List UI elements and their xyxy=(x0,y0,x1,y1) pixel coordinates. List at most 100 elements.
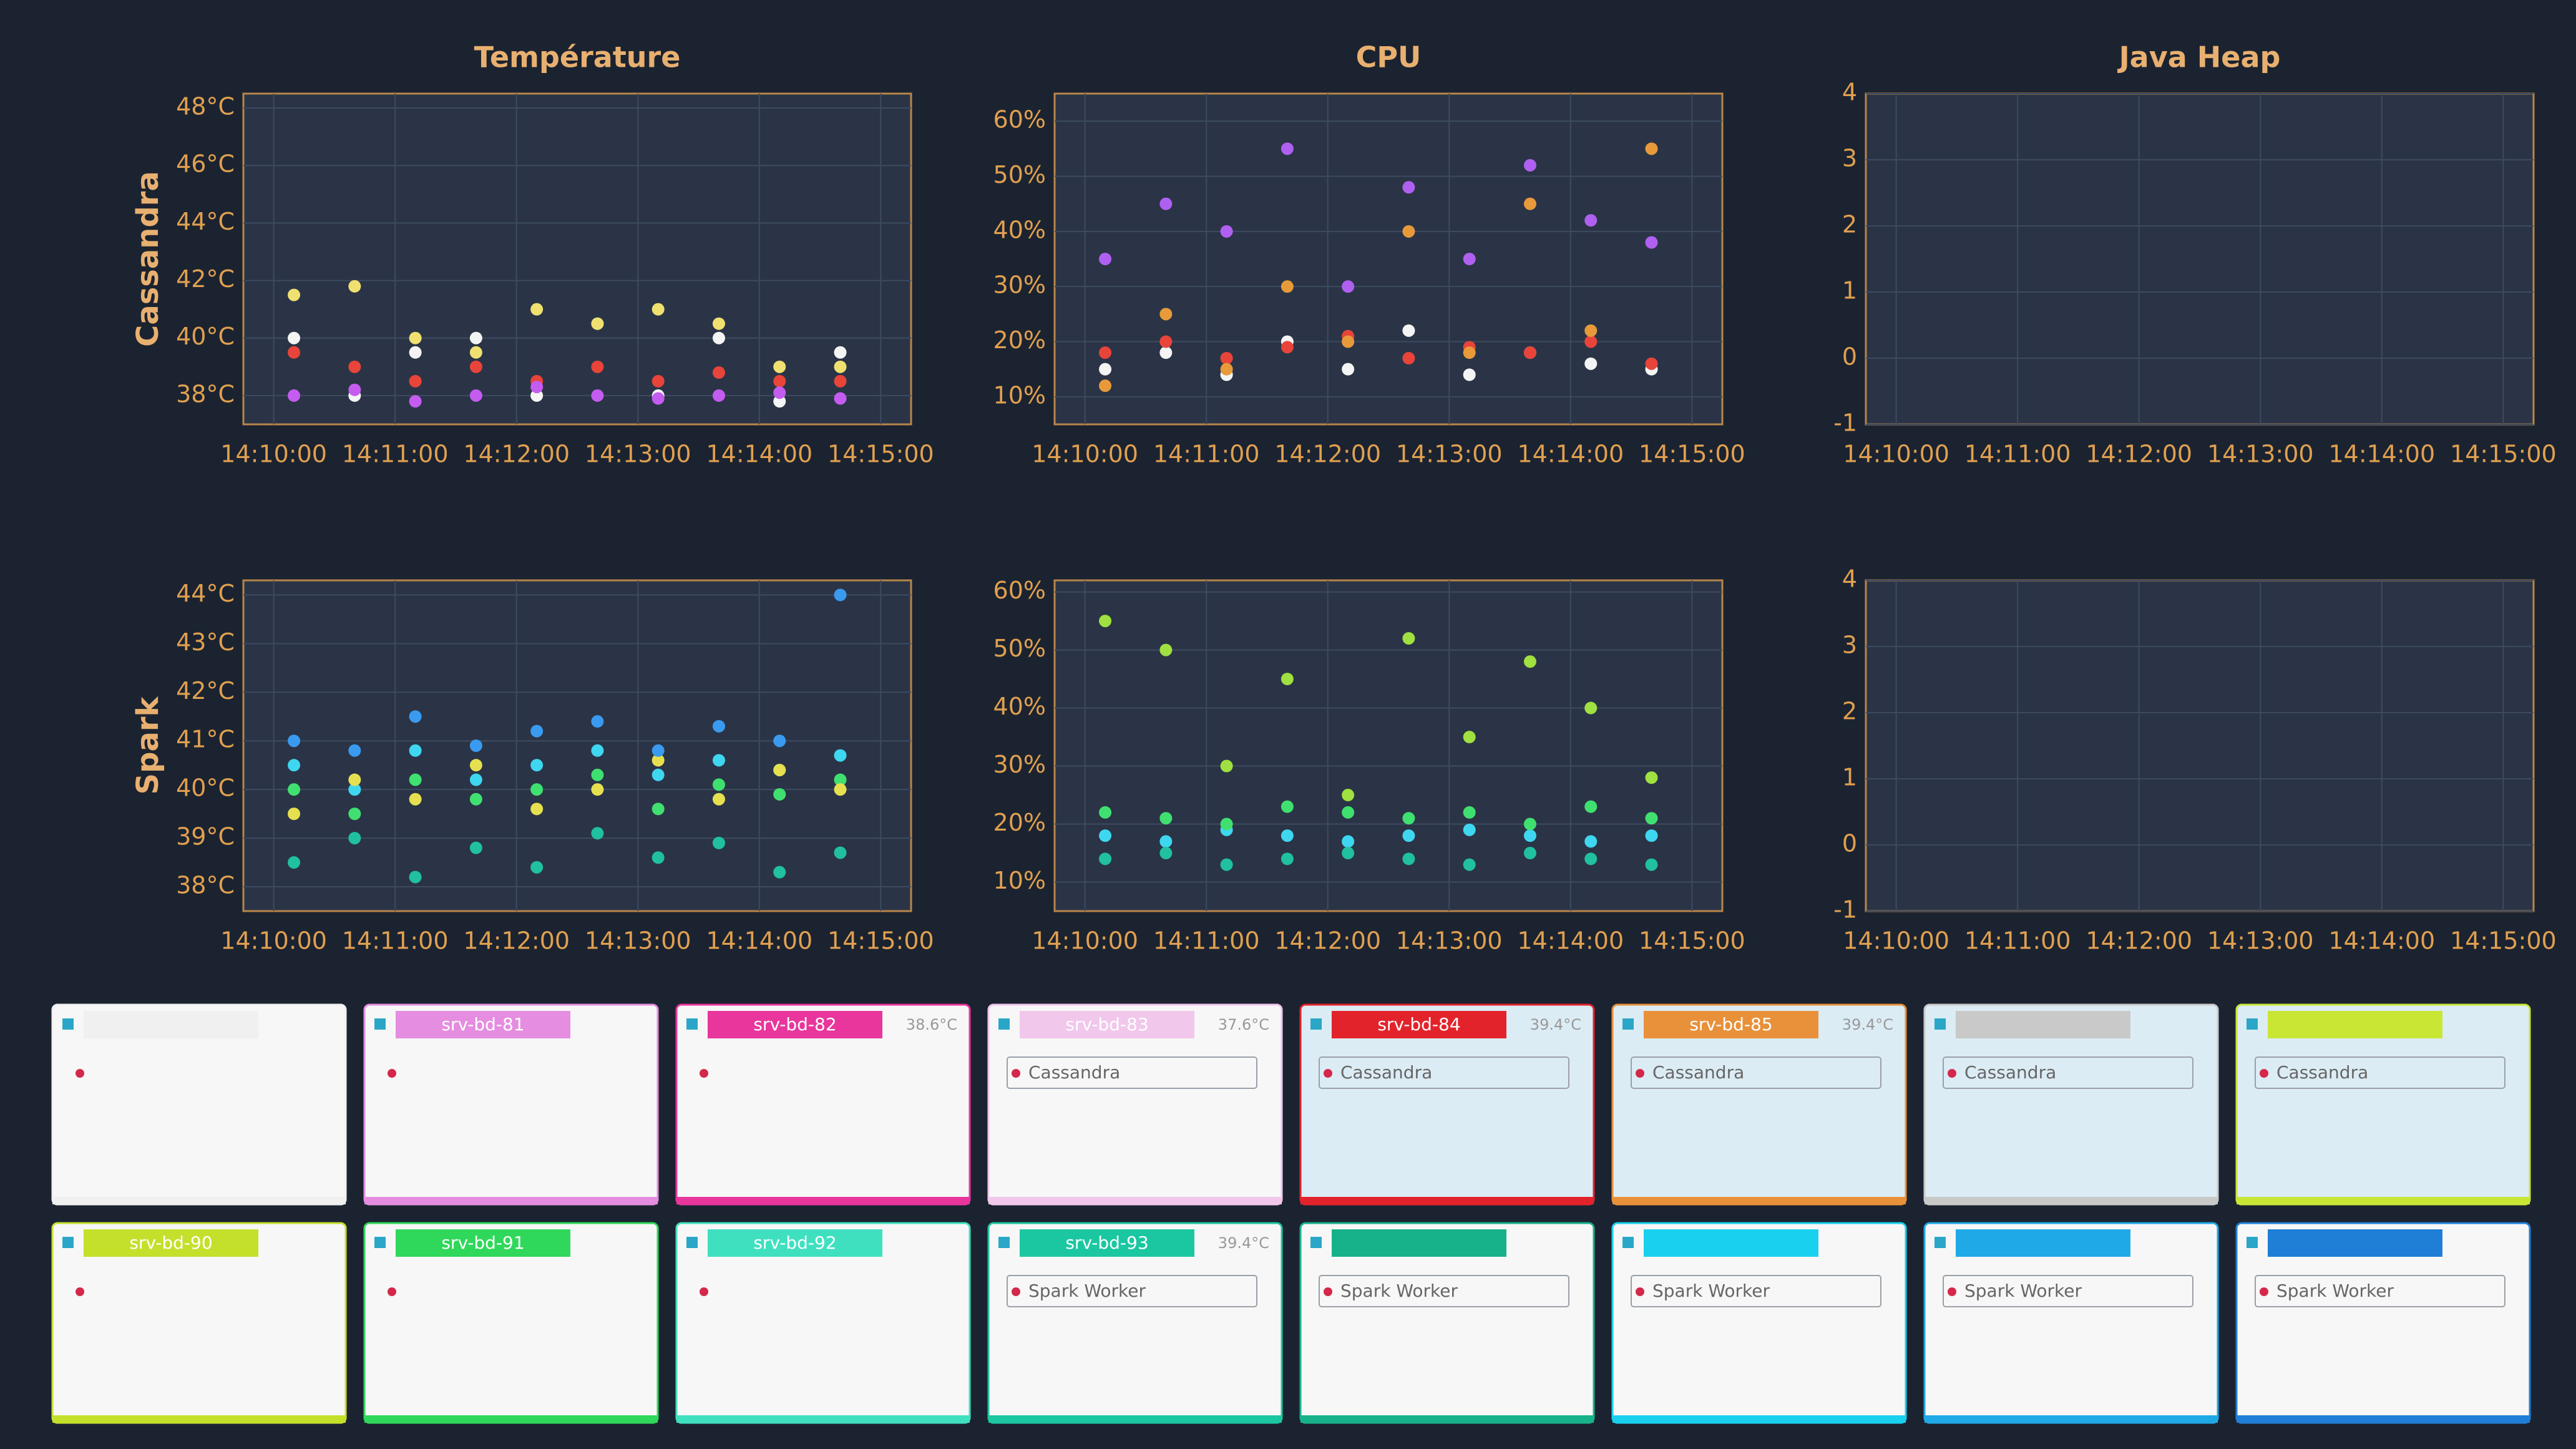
data-point xyxy=(288,288,301,301)
card-header xyxy=(708,1229,882,1257)
card-header xyxy=(1020,1011,1194,1038)
y-tick-label: 40% xyxy=(993,216,1046,243)
data-point xyxy=(1342,789,1355,802)
x-tick-label: 14:12:00 xyxy=(2086,441,2192,468)
plot-area xyxy=(1865,92,2535,426)
data-point xyxy=(409,331,422,344)
y-tick-label: 44°C xyxy=(176,208,235,235)
x-tick-label: 14:14:00 xyxy=(706,927,812,955)
card-header xyxy=(1020,1229,1194,1257)
x-tick-label: 14:14:00 xyxy=(1517,927,1624,955)
status-dot xyxy=(686,1018,698,1030)
plot-area xyxy=(242,92,912,426)
data-point xyxy=(409,871,422,884)
data-point xyxy=(651,744,665,757)
data-point xyxy=(1281,142,1294,155)
y-tick-label: 3 xyxy=(1842,145,1857,172)
y-tick-label: 40°C xyxy=(176,774,235,802)
y-axis-label: Spark xyxy=(130,696,165,794)
x-tick-label: 14:15:00 xyxy=(1639,441,1745,468)
data-point xyxy=(1523,847,1536,860)
data-point xyxy=(773,374,786,388)
y-tick-label: 1 xyxy=(1842,277,1857,305)
data-point xyxy=(712,317,725,330)
service-name: Cassandra xyxy=(1652,1062,1744,1083)
data-point xyxy=(591,317,604,330)
server-name: srv-bd-82 xyxy=(753,1014,836,1035)
data-point xyxy=(1402,225,1415,238)
status-dot xyxy=(2247,1237,2258,1248)
x-tick-label: 14:15:00 xyxy=(2450,927,2557,955)
data-point xyxy=(1099,806,1112,819)
data-point xyxy=(288,807,301,821)
data-point xyxy=(1342,847,1355,860)
card-header xyxy=(396,1229,570,1257)
data-point xyxy=(288,389,301,402)
data-point xyxy=(1099,379,1112,393)
card-header xyxy=(1332,1229,1506,1257)
data-point xyxy=(651,803,665,816)
data-point xyxy=(1463,731,1476,744)
status-dot xyxy=(1622,1237,1634,1248)
card-bottom-bar xyxy=(364,1197,658,1204)
data-point xyxy=(1281,829,1294,842)
data-point xyxy=(1220,225,1233,238)
service-name: Cassandra xyxy=(1340,1062,1432,1083)
x-tick-label: 14:10:00 xyxy=(1032,441,1138,468)
data-point xyxy=(712,754,725,767)
data-point xyxy=(1159,643,1173,656)
data-point xyxy=(1584,357,1598,370)
data-point xyxy=(773,386,786,399)
x-tick-label: 14:11:00 xyxy=(1964,927,2071,955)
data-point xyxy=(1645,142,1658,155)
x-tick-label: 14:10:00 xyxy=(1843,927,1949,955)
card-bottom-bar xyxy=(364,1415,658,1423)
data-point xyxy=(530,861,544,874)
x-tick-label: 14:11:00 xyxy=(342,441,449,468)
data-point xyxy=(712,778,725,791)
data-point xyxy=(1220,858,1233,871)
data-point xyxy=(651,392,665,405)
data-point xyxy=(1159,335,1173,348)
data-point xyxy=(530,724,544,738)
y-tick-label: 43°C xyxy=(176,628,235,656)
data-point xyxy=(1281,280,1294,293)
card-bottom-bar xyxy=(2237,1197,2530,1204)
data-point xyxy=(773,866,786,879)
data-point xyxy=(409,710,422,723)
x-tick-label: 14:10:00 xyxy=(1843,441,1949,468)
data-point xyxy=(1463,346,1476,359)
x-tick-label: 14:11:00 xyxy=(1964,441,2071,468)
data-point xyxy=(1281,852,1294,866)
service-name: Spark Worker xyxy=(2276,1281,2394,1301)
data-point xyxy=(834,346,847,359)
data-point xyxy=(348,783,361,796)
card-header xyxy=(84,1011,258,1038)
chart-title: Java Heap xyxy=(2117,41,2281,74)
y-tick-label: 42°C xyxy=(176,677,235,705)
data-point xyxy=(1584,800,1598,813)
data-point xyxy=(1463,806,1476,819)
x-tick-label: 14:12:00 xyxy=(1274,927,1381,955)
service-dot xyxy=(2260,1287,2268,1296)
data-point xyxy=(1402,632,1415,645)
data-point xyxy=(1159,346,1173,359)
data-point xyxy=(712,793,725,806)
data-point xyxy=(1584,214,1598,227)
x-tick-label: 14:15:00 xyxy=(2450,441,2557,468)
data-point xyxy=(1463,368,1476,381)
data-point xyxy=(530,303,544,316)
card-bottom-bar xyxy=(676,1415,970,1423)
data-point xyxy=(834,360,847,373)
data-point xyxy=(651,374,665,388)
plot-area xyxy=(242,579,912,912)
data-point xyxy=(1281,673,1294,686)
service-box xyxy=(1007,1275,1257,1307)
card-bottom-bar xyxy=(1612,1197,1906,1204)
x-tick-label: 14:13:00 xyxy=(585,927,691,955)
data-point xyxy=(834,846,847,859)
server-name: srv-bd-90 xyxy=(129,1232,212,1253)
service-dot xyxy=(1012,1069,1020,1078)
service-box xyxy=(1631,1275,1881,1307)
